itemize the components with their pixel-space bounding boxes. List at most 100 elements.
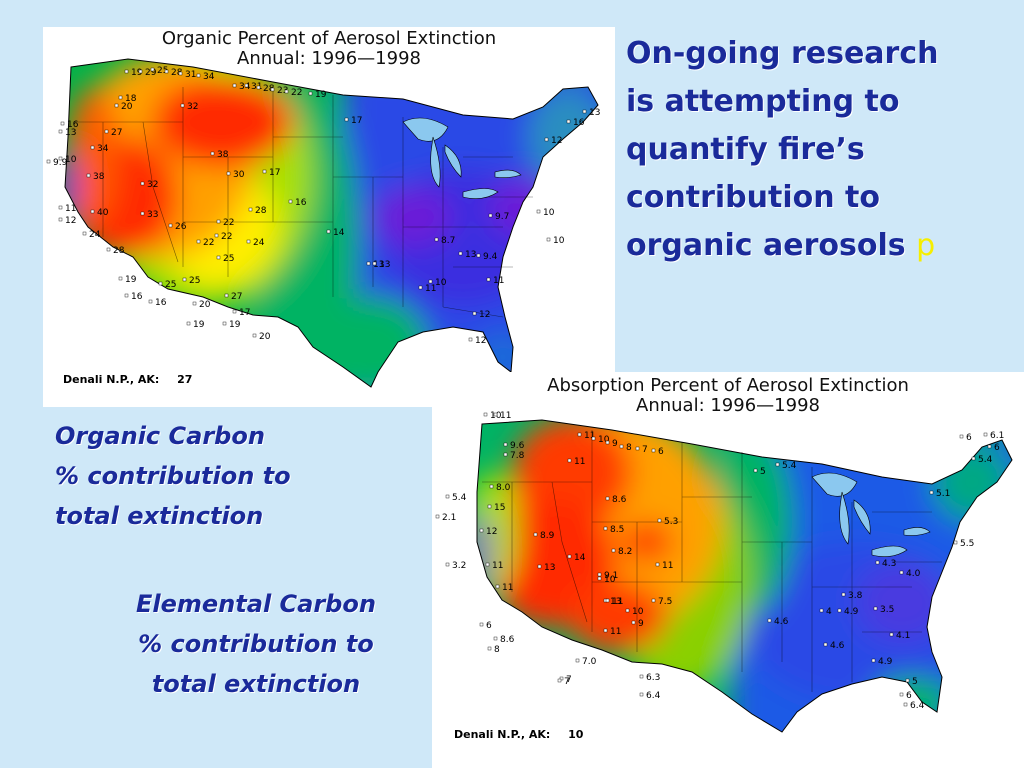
- station-value-label: 8.7: [441, 236, 455, 246]
- station-marker: [536, 209, 541, 214]
- station-value-label: 4.9: [844, 607, 859, 617]
- station-marker: [929, 490, 934, 495]
- stray-character: p: [916, 228, 936, 263]
- absorption-extinction-map-panel: Absorption Percent of Aerosol Extinction…: [432, 372, 1024, 768]
- station-marker: [546, 237, 551, 242]
- station-value-label: 22: [223, 218, 234, 228]
- station-marker: [226, 171, 231, 176]
- station-value-label: 7.5: [658, 597, 672, 607]
- station-marker: [495, 584, 500, 589]
- station-marker: [222, 321, 227, 326]
- station-value-label: 30: [233, 170, 245, 180]
- station-marker: [256, 85, 261, 90]
- organic-carbon-caption: Organic Carbon % contribution to total e…: [55, 416, 291, 536]
- station-marker: [58, 156, 63, 161]
- station-value-label: 5.4: [978, 455, 993, 465]
- station-value-label: 6: [966, 433, 972, 443]
- map-footer-label: Denali N.P., AK:: [454, 728, 551, 741]
- station-value-label: 11: [502, 583, 513, 593]
- station-value-label: 16: [155, 298, 167, 308]
- station-value-label: 29: [145, 68, 157, 78]
- station-marker: [566, 119, 571, 124]
- station-value-label: 10: [604, 575, 616, 585]
- station-value-label: 3.5: [880, 605, 894, 615]
- station-marker: [639, 674, 644, 679]
- station-marker: [246, 239, 251, 244]
- station-marker: [655, 562, 660, 567]
- station-value-label: 4: [826, 607, 832, 617]
- station-marker: [605, 598, 610, 603]
- station-value-label: 20: [199, 300, 211, 310]
- station-marker: [487, 646, 492, 651]
- station-value-label: 15: [494, 503, 505, 513]
- station-marker: [767, 618, 772, 623]
- station-marker: [90, 209, 95, 214]
- station-value-label: 4.3: [882, 559, 896, 569]
- station-value-label: 8: [494, 645, 500, 655]
- station-marker: [458, 251, 463, 256]
- station-marker: [308, 91, 313, 96]
- heading-line: quantify fire’s: [626, 132, 865, 167]
- station-value-label: 13: [465, 250, 476, 260]
- station-marker: [875, 560, 880, 565]
- station-value-label: 4.9: [878, 657, 893, 667]
- station-value-label: 19: [315, 90, 327, 100]
- station-value-label: 13: [610, 597, 621, 607]
- station-marker: [567, 554, 572, 559]
- station-marker: [605, 496, 610, 501]
- station-value-label: 9.4: [483, 252, 498, 262]
- caption-line: Organic Carbon: [55, 422, 265, 450]
- station-value-label: 5: [760, 467, 766, 477]
- station-marker: [182, 277, 187, 282]
- station-marker: [582, 109, 587, 114]
- station-value-label: 23: [277, 86, 288, 96]
- station-marker: [903, 702, 908, 707]
- station-marker: [104, 129, 109, 134]
- station-value-label: 10: [598, 435, 610, 445]
- station-marker: [987, 444, 992, 449]
- station-value-label: 16: [295, 198, 307, 208]
- station-marker: [284, 89, 289, 94]
- station-value-label: 13: [373, 260, 384, 270]
- station-value-label: 25: [189, 276, 200, 286]
- station-value-label: 31: [251, 82, 262, 92]
- station-marker: [150, 67, 155, 72]
- station-value-label: 5.4: [452, 493, 467, 503]
- station-marker: [124, 69, 129, 74]
- absorption-contour-map: 1011111098769.67.8118.015121111688.61314…: [435, 411, 1013, 733]
- station-value-label: 16: [131, 292, 143, 302]
- station-marker: [837, 608, 842, 613]
- station-marker: [58, 205, 63, 210]
- station-marker: [577, 432, 582, 437]
- station-value-label: 10: [632, 607, 644, 617]
- station-value-label: 20: [259, 332, 271, 342]
- station-value-label: 13: [379, 260, 390, 270]
- station-marker: [559, 676, 564, 681]
- station-value-label: 4.1: [896, 631, 910, 641]
- station-value-label: 3.2: [452, 561, 466, 571]
- station-value-label: 27: [111, 128, 122, 138]
- station-value-label: 7.8: [510, 451, 525, 461]
- caption-line: % contribution to: [55, 462, 291, 490]
- station-value-label: 19: [193, 320, 205, 330]
- station-value-label: 13: [589, 108, 600, 118]
- station-value-label: 28: [171, 68, 183, 78]
- station-value-label: 11: [612, 597, 623, 607]
- station-marker: [224, 293, 229, 298]
- station-marker: [487, 504, 492, 509]
- station-value-label: 11: [425, 284, 436, 294]
- station-value-label: 7: [564, 677, 570, 687]
- station-marker: [899, 692, 904, 697]
- map-footer-label: Denali N.P., AK:: [63, 373, 160, 386]
- station-value-label: 12: [479, 310, 490, 320]
- station-value-label: 38: [93, 172, 105, 182]
- station-value-label: 16: [67, 120, 79, 130]
- station-marker: [138, 69, 143, 74]
- station-value-label: 32: [147, 180, 158, 190]
- station-marker: [503, 452, 508, 457]
- station-marker: [488, 213, 493, 218]
- station-marker: [118, 276, 123, 281]
- station-marker: [485, 562, 490, 567]
- station-marker: [372, 261, 377, 266]
